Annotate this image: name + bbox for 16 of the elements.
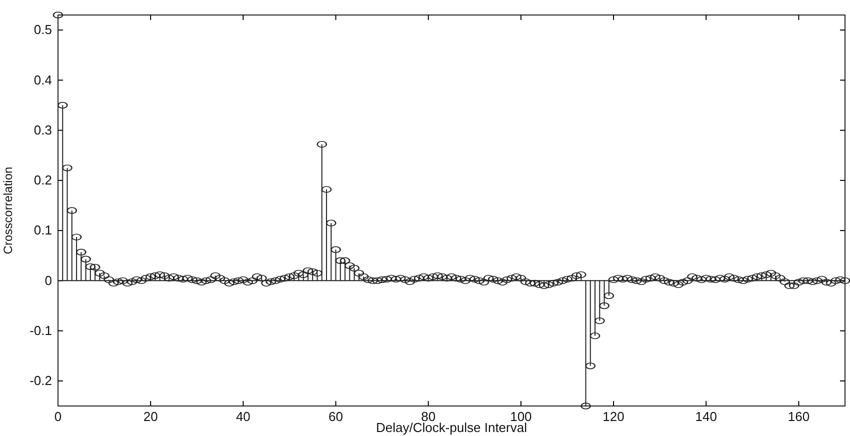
x-tick-label: 160 — [788, 409, 810, 424]
y-tick-label: 0.1 — [34, 222, 52, 238]
y-tick-label: 0.2 — [34, 172, 52, 188]
y-tick-label: 0.4 — [34, 72, 52, 88]
x-tick-label: 20 — [143, 409, 158, 424]
y-tick-label: -0.1 — [30, 322, 52, 338]
x-tick-label: 140 — [695, 409, 717, 424]
x-tick-label: 120 — [602, 409, 624, 424]
y-tick-label: 0.3 — [34, 122, 52, 138]
y-tick-label: 0 — [44, 272, 52, 288]
x-tick-label: 40 — [236, 409, 250, 424]
y-axis-title: Crosscorrelation — [1, 166, 15, 254]
y-tick-label: -0.2 — [30, 373, 52, 388]
x-tick-label: 60 — [328, 409, 343, 424]
x-tick-label: 0 — [54, 409, 62, 424]
y-tick-label: 0.5 — [34, 22, 52, 38]
